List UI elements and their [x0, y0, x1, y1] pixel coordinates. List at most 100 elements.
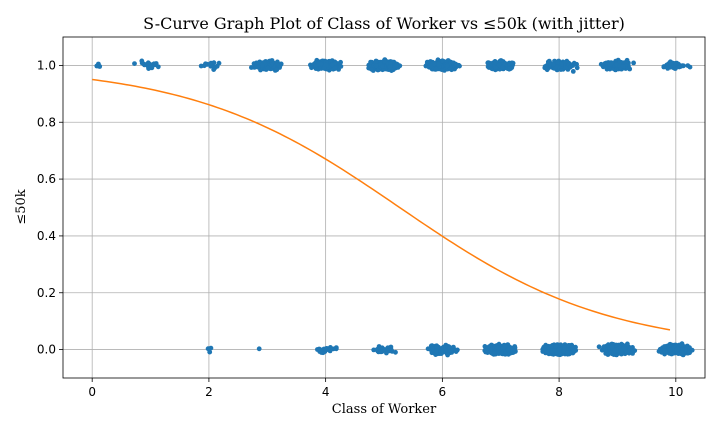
data-point: [393, 349, 398, 355]
data-point: [681, 63, 686, 69]
data-point: [617, 59, 623, 65]
data-point: [256, 64, 261, 70]
y-tick-label: 0.0: [37, 343, 56, 357]
x-tick-label: 2: [205, 385, 213, 399]
data-point: [155, 64, 161, 70]
data-point: [332, 65, 338, 71]
data-point: [387, 64, 393, 70]
data-point: [679, 350, 685, 355]
data-point: [274, 67, 280, 73]
data-point: [498, 58, 504, 63]
data-point: [373, 59, 379, 64]
data-point: [662, 344, 667, 349]
data-point: [609, 60, 615, 66]
data-point: [493, 65, 499, 70]
data-point: [665, 66, 671, 71]
data-point: [570, 69, 576, 74]
data-point: [659, 349, 664, 355]
x-tick-label: 8: [555, 385, 563, 399]
data-point: [145, 60, 151, 66]
data-point: [661, 64, 667, 70]
data-point: [309, 65, 314, 71]
logistic-curve: [92, 78, 671, 331]
data-point: [662, 348, 668, 354]
data-point: [431, 61, 437, 67]
data-point: [556, 347, 562, 352]
data-point: [493, 59, 499, 65]
y-tick-label: 0.8: [37, 115, 56, 129]
data-point: [444, 63, 450, 69]
data-point: [631, 60, 636, 66]
y-tick-label: 0.2: [37, 286, 56, 300]
chart-title: S-Curve Graph Plot of Class of Worker vs…: [143, 14, 625, 33]
curve-line: [92, 78, 671, 331]
data-point: [211, 60, 217, 66]
data-point: [329, 62, 335, 68]
data-point: [142, 62, 147, 68]
data-point: [139, 58, 145, 64]
y-axis-label: ≤50k: [14, 189, 29, 224]
axis-ticks: 0 2 4 6 8 100.00.20.40.60.81.0: [37, 58, 684, 399]
data-point: [549, 344, 554, 349]
scatter-points: [94, 57, 695, 358]
y-tick-label: 0.6: [37, 172, 56, 186]
data-point: [674, 60, 680, 66]
data-point: [453, 349, 459, 354]
data-point: [378, 349, 384, 355]
data-point: [485, 64, 491, 70]
data-point: [512, 344, 518, 349]
data-point: [620, 64, 626, 69]
data-point: [667, 347, 673, 353]
data-point: [316, 61, 322, 67]
data-point: [569, 345, 575, 350]
data-point: [211, 67, 217, 72]
data-point: [561, 349, 566, 354]
data-point: [373, 63, 379, 69]
data-point: [555, 60, 560, 65]
data-point: [207, 349, 213, 355]
data-point: [382, 58, 388, 64]
data-point: [132, 61, 137, 66]
data-point: [612, 348, 617, 354]
data-point: [596, 344, 602, 350]
data-point: [625, 341, 630, 347]
data-point: [675, 346, 681, 352]
data-point: [568, 64, 573, 70]
data-point: [687, 64, 693, 70]
x-tick-label: 4: [322, 385, 330, 399]
data-point: [447, 345, 452, 350]
data-point: [618, 348, 624, 354]
data-point: [491, 351, 497, 357]
data-point: [368, 59, 373, 65]
data-point: [198, 63, 204, 69]
data-point: [551, 61, 556, 67]
data-point: [544, 67, 550, 73]
data-point: [552, 348, 558, 353]
data-point: [94, 63, 100, 69]
data-point: [502, 351, 508, 356]
data-point: [371, 347, 377, 353]
grid: [63, 37, 705, 378]
x-axis-label: Class of Worker: [332, 402, 437, 417]
x-tick-label: 10: [668, 385, 683, 399]
data-point: [338, 59, 343, 65]
data-point: [677, 64, 682, 70]
data-point: [394, 63, 399, 68]
data-point: [325, 346, 331, 352]
data-point: [433, 66, 439, 72]
data-point: [259, 62, 265, 68]
data-point: [374, 347, 380, 352]
data-point: [434, 348, 439, 354]
x-tick-label: 6: [439, 385, 447, 399]
data-point: [380, 64, 385, 69]
data-point: [440, 349, 445, 355]
data-point: [445, 352, 450, 358]
data-point: [505, 347, 511, 353]
data-point: [495, 345, 501, 351]
data-point: [499, 351, 504, 356]
data-point: [509, 60, 515, 66]
data-point: [249, 65, 254, 70]
y-tick-label: 0.4: [37, 229, 56, 243]
